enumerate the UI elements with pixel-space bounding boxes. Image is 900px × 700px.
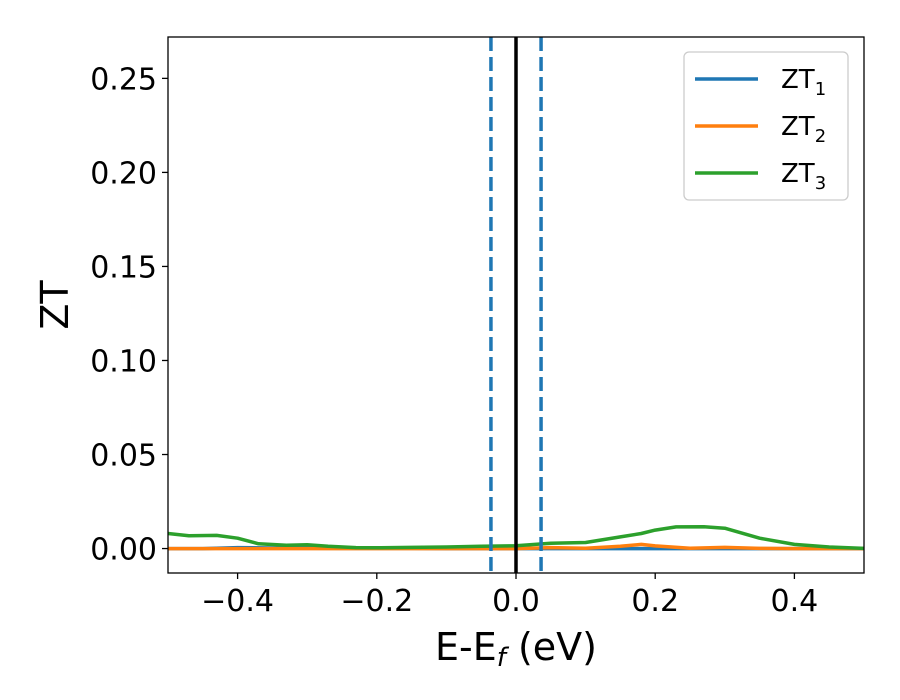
y-axis-title: ZT (33, 280, 77, 330)
x-tick-label: 0.4 (771, 584, 819, 619)
y-tick-label: 0.25 (90, 62, 157, 97)
y-tick-label: 0.10 (90, 344, 157, 379)
y-tick-label: 0.05 (90, 439, 157, 474)
series-line-zt2 (168, 542, 864, 551)
y-tick-label: 0.00 (90, 533, 157, 568)
x-axis-title: E-Ef (eV) (435, 625, 597, 673)
x-axis-title-main: E-E (435, 625, 497, 669)
legend: ZT1 ZT2 ZT3 (683, 51, 849, 201)
legend-box (683, 51, 849, 201)
y-tick-label: 0.15 (90, 250, 157, 285)
tick-layer: −0.4 −0.2 0.0 0.2 0.4 0.00 0.05 0.10 0.15 0.20 0.2… (90, 62, 818, 619)
y-tick-label: 0.20 (90, 156, 157, 191)
x-tick-label: −0.4 (201, 584, 274, 619)
legend-label-zt3: ZT3 (781, 159, 826, 194)
x-tick-label: −0.2 (340, 584, 413, 619)
vline-layer (489, 37, 543, 573)
x-tick-label: 0.0 (492, 584, 540, 619)
legend-label-zt1: ZT1 (781, 65, 826, 100)
x-axis-title-unit: (eV) (506, 625, 597, 669)
x-tick-label: 0.2 (631, 584, 679, 619)
series-line-zt3 (168, 524, 864, 551)
legend-label-zt2: ZT2 (781, 112, 826, 147)
